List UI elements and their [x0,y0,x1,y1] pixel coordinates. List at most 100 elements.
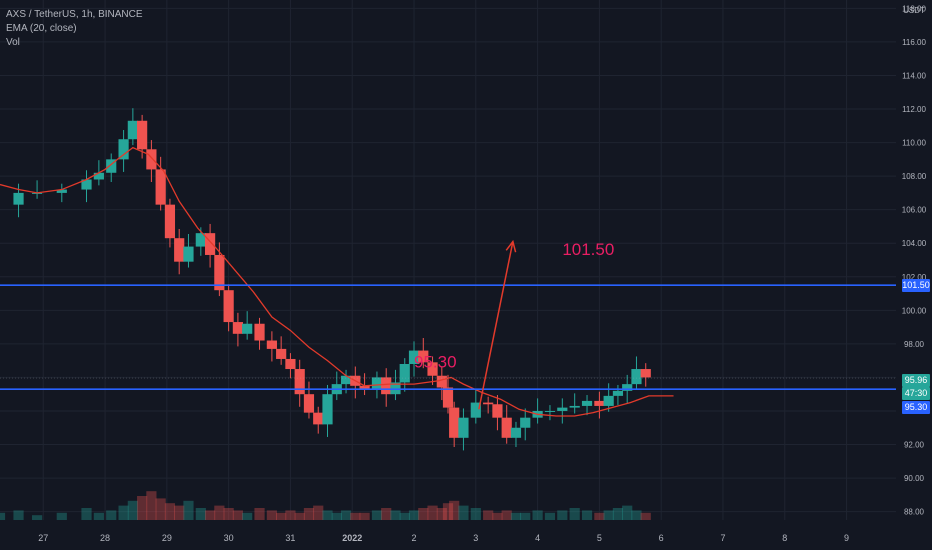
candle-body [164,204,176,239]
volume-bar [137,496,148,520]
level-label-low: 95.30 [902,401,930,414]
volume-bar [285,510,296,520]
volume-bar [501,510,512,520]
candle-body [622,384,633,391]
volume-bar [640,512,651,520]
volume-bar [303,508,315,520]
volume-bar [350,512,361,520]
candle-body [408,350,420,364]
candle-body [510,427,522,438]
y-tick-label: 88.00 [904,508,925,517]
volume-bar [557,510,568,520]
volume-bar [381,508,392,520]
arrow-shaft [478,241,514,410]
volume-bar [612,508,624,520]
volume-bar [331,512,342,520]
candle-body [285,358,296,370]
volume-bar [146,491,157,520]
candle-body [313,412,324,425]
arrow-head [505,239,517,253]
volume-bar [399,512,410,520]
volume-bar [544,512,556,520]
current-price-label: 95.96 [902,374,930,387]
candle-body [436,375,447,388]
volume-bar [371,510,383,520]
price-annotation: 95.30 [414,352,457,371]
y-tick-label: 110.00 [902,139,926,148]
candle-body [174,238,185,262]
volume-bar [418,508,429,520]
x-tick-label: 30 [224,533,234,543]
volume-bar [254,508,265,520]
x-tick-label: 28 [100,533,110,543]
x-tick-label: 6 [659,533,664,543]
candle-body [93,172,104,180]
candle-body [106,159,117,173]
x-tick-label: 27 [38,533,48,543]
candle-body [359,385,370,390]
volume-bar [492,512,503,520]
chart-grid [0,0,896,520]
volume-bar [458,505,469,520]
y-tick-label: 90.00 [904,474,925,483]
volume-bar [408,510,420,520]
volume-bar [436,508,447,520]
candle-body [603,395,614,406]
candle-body [155,169,166,205]
x-tick-label: 2022 [342,533,362,543]
volume-bar [242,512,253,520]
candle-body [427,362,438,376]
candle-body [442,387,454,408]
candle-body [276,348,287,359]
volume-indicator-label[interactable]: Vol [6,37,20,48]
candle-body [146,149,157,170]
volume-bar [118,505,129,520]
candle-body [303,394,315,413]
y-tick-label: 98.00 [904,340,925,349]
volume-bar [594,512,605,520]
currency-label: USDT [903,6,925,15]
y-tick-label: 114.00 [902,71,926,80]
candle-body [458,417,469,438]
volume-bar [581,510,593,520]
candle-body [195,233,206,247]
x-tick-label: 7 [720,533,725,543]
candle-body [581,400,593,406]
countdown-label: 47:30 [902,387,930,400]
candle-body [501,417,512,438]
candle-body [483,402,494,405]
price-annotation: 101.50 [562,240,614,259]
candle-body [223,290,234,323]
volume-bar [569,508,580,520]
candle-body [266,340,277,349]
candle-body [56,189,67,193]
ema-path [0,146,674,417]
y-tick-label: 108.00 [902,172,927,181]
volume-bar [81,508,92,520]
candle-body [81,179,92,190]
x-tick-label: 3 [473,533,478,543]
symbol-title[interactable]: AXS / TetherUS, 1h, BINANCE [6,9,143,20]
y-tick-label: 112.00 [902,105,926,114]
candle-body [569,405,580,408]
candle-body [294,369,305,395]
candle-body [371,377,383,390]
candle-body [322,394,333,425]
y-tick-label: 118.00 [902,4,926,13]
volume-bar [127,500,138,520]
x-tick-label: 4 [535,533,540,543]
candle-body [127,120,138,140]
volume-bar [322,510,333,520]
volume-bar [442,503,454,520]
volume-bar [31,515,43,520]
ema-indicator-label[interactable]: EMA (20, close) [6,23,77,34]
y-tick-label: 100.00 [902,306,927,315]
volume-bar [449,500,460,520]
candle-body [399,364,410,383]
x-tick-label: 2 [412,533,417,543]
volume-bar [276,512,287,520]
candle-body [544,410,556,412]
volume-bar [106,510,117,520]
volume-bar [164,503,176,520]
